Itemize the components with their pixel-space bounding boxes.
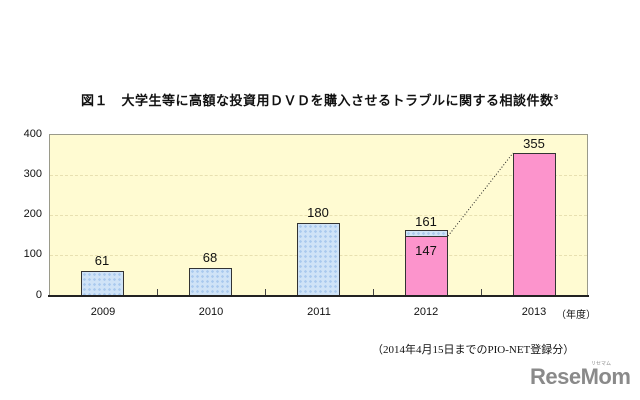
gridline-300	[50, 175, 587, 176]
bar-2011	[297, 223, 340, 296]
x-label-2013: 2013	[521, 306, 547, 318]
title-footnote-marker: 3	[553, 93, 559, 102]
x-tick	[481, 289, 482, 295]
x-label-2012: 2012	[413, 306, 439, 318]
bar-2012-pink	[405, 236, 448, 296]
x-label-2011: 2011	[307, 306, 331, 318]
y-tick-300: 300	[23, 168, 42, 180]
y-tick-200: 200	[23, 208, 42, 220]
x-tick	[157, 289, 158, 295]
value-label-2012-total: 161	[415, 214, 437, 229]
value-label-2009: 61	[94, 253, 110, 268]
y-tick-0: 0	[35, 289, 42, 301]
y-tick-400: 400	[23, 128, 42, 140]
value-label-2012-pink: 147	[415, 243, 437, 258]
gridline-200	[50, 215, 587, 216]
value-label-2010: 68	[202, 250, 218, 265]
value-label-2013: 355	[523, 136, 545, 151]
x-label-2009: 2009	[90, 306, 116, 318]
x-tick	[373, 289, 374, 295]
bar-2009	[81, 271, 124, 296]
bar-2013	[513, 153, 556, 296]
value-label-2011: 180	[307, 205, 329, 220]
x-label-2010: 2010	[198, 306, 224, 318]
x-tick	[265, 289, 266, 295]
x-axis	[48, 295, 589, 297]
y-tick-100: 100	[23, 248, 42, 260]
x-axis-unit: （年度）	[556, 310, 596, 321]
chart-title: 図１ 大学生等に高額な投資用ＤＶＤを購入させるトラブルに関する相談件数3	[81, 93, 559, 109]
logo-ruby: リセマム	[591, 361, 612, 367]
source-note: （2014年4月15日までのPIO-NET登録分）	[372, 344, 575, 356]
bar-2010	[189, 268, 232, 296]
resemom-logo: ReseMom	[530, 364, 631, 389]
